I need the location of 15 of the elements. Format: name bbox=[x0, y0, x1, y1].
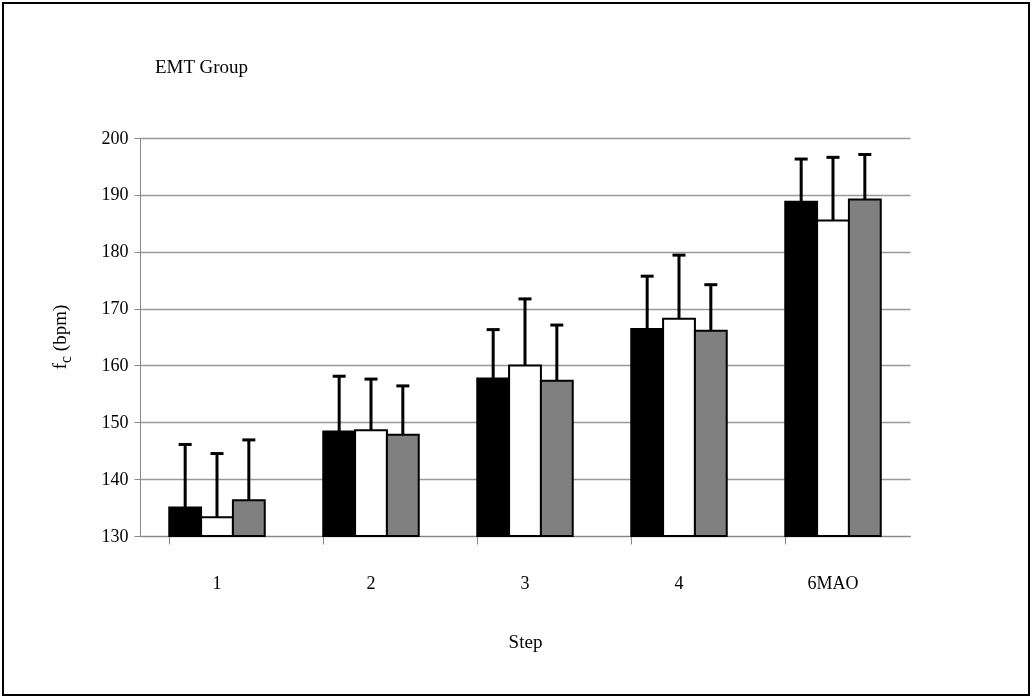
x-tick-label: 4 bbox=[674, 572, 684, 593]
chart-title: EMT Group bbox=[155, 56, 249, 77]
x-tick-label: 3 bbox=[520, 572, 530, 593]
y-tick-label: 180 bbox=[101, 241, 129, 262]
y-tick-label: 160 bbox=[101, 354, 129, 375]
x-tick-label: 2 bbox=[366, 572, 376, 593]
y-tick-label: 200 bbox=[101, 127, 129, 148]
y-tick-label: 170 bbox=[101, 298, 129, 319]
x-tick-label: 6MAO bbox=[807, 572, 859, 593]
y-tick-label: 190 bbox=[101, 184, 129, 205]
x-tick-label: 1 bbox=[212, 572, 222, 593]
y-tick-label: 140 bbox=[101, 468, 129, 489]
y-tick-label: 150 bbox=[101, 411, 129, 432]
x-axis-title: Step bbox=[508, 630, 543, 652]
y-tick-label: 130 bbox=[101, 525, 129, 546]
